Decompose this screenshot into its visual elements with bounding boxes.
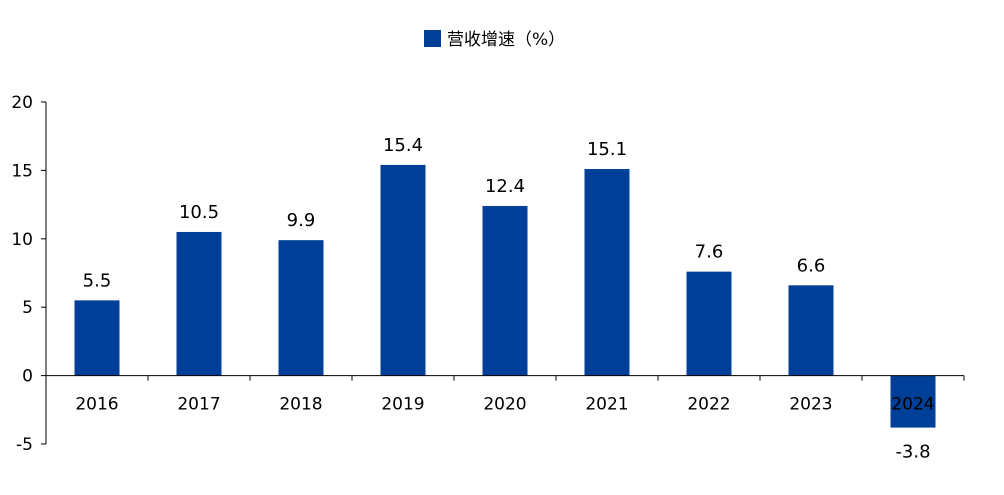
data-labels: 5.5 10.5 9.9 15.4 12.4 15.1 7.6 6.6 -3.8 xyxy=(83,135,931,463)
x-tick-label: 2019 xyxy=(381,395,424,415)
data-label: 9.9 xyxy=(287,210,316,231)
bar-2016 xyxy=(74,300,120,376)
data-label: 5.5 xyxy=(83,270,112,291)
legend: 营收增速（%） xyxy=(424,30,565,50)
x-tick-label: 2024 xyxy=(891,395,934,415)
x-tick-label: 2017 xyxy=(177,395,220,415)
x-tick-label: 2016 xyxy=(75,395,118,415)
bar-2017 xyxy=(176,231,222,376)
bar-2018 xyxy=(278,240,324,376)
data-label: 6.6 xyxy=(797,255,826,276)
legend-label: 营收增速（%） xyxy=(447,30,565,50)
x-tick-label: 2021 xyxy=(585,395,628,415)
y-tick-label: 10 xyxy=(11,230,33,250)
x-tick-label: 2018 xyxy=(279,395,322,415)
bar-2021 xyxy=(584,169,630,376)
data-label: 15.4 xyxy=(383,135,423,156)
x-tick-label: 2020 xyxy=(483,395,526,415)
data-label: 12.4 xyxy=(485,176,525,197)
legend-swatch xyxy=(424,30,441,47)
y-tick-label: 15 xyxy=(11,161,33,181)
y-tick-label: 0 xyxy=(22,367,33,387)
x-tick-label: 2022 xyxy=(687,395,730,415)
y-axis: -5 0 5 10 15 20 xyxy=(11,93,47,455)
bar-2020 xyxy=(482,205,528,376)
bar-2019 xyxy=(380,164,426,376)
y-tick-label: -5 xyxy=(16,435,33,455)
bars xyxy=(74,164,936,428)
y-tick-label: 20 xyxy=(11,93,33,113)
bar-2023 xyxy=(788,285,834,376)
y-tick-label: 5 xyxy=(22,298,33,318)
data-label: -3.8 xyxy=(895,442,930,463)
bar-2024 xyxy=(890,375,936,428)
x-tick-label: 2023 xyxy=(789,395,832,415)
data-label: 10.5 xyxy=(179,202,219,223)
bar-2022 xyxy=(686,271,732,376)
data-label: 15.1 xyxy=(587,139,627,160)
x-axis: 2016 2017 2018 2019 2020 2021 2022 2023 2024 xyxy=(45,375,965,415)
data-label: 7.6 xyxy=(695,242,724,263)
